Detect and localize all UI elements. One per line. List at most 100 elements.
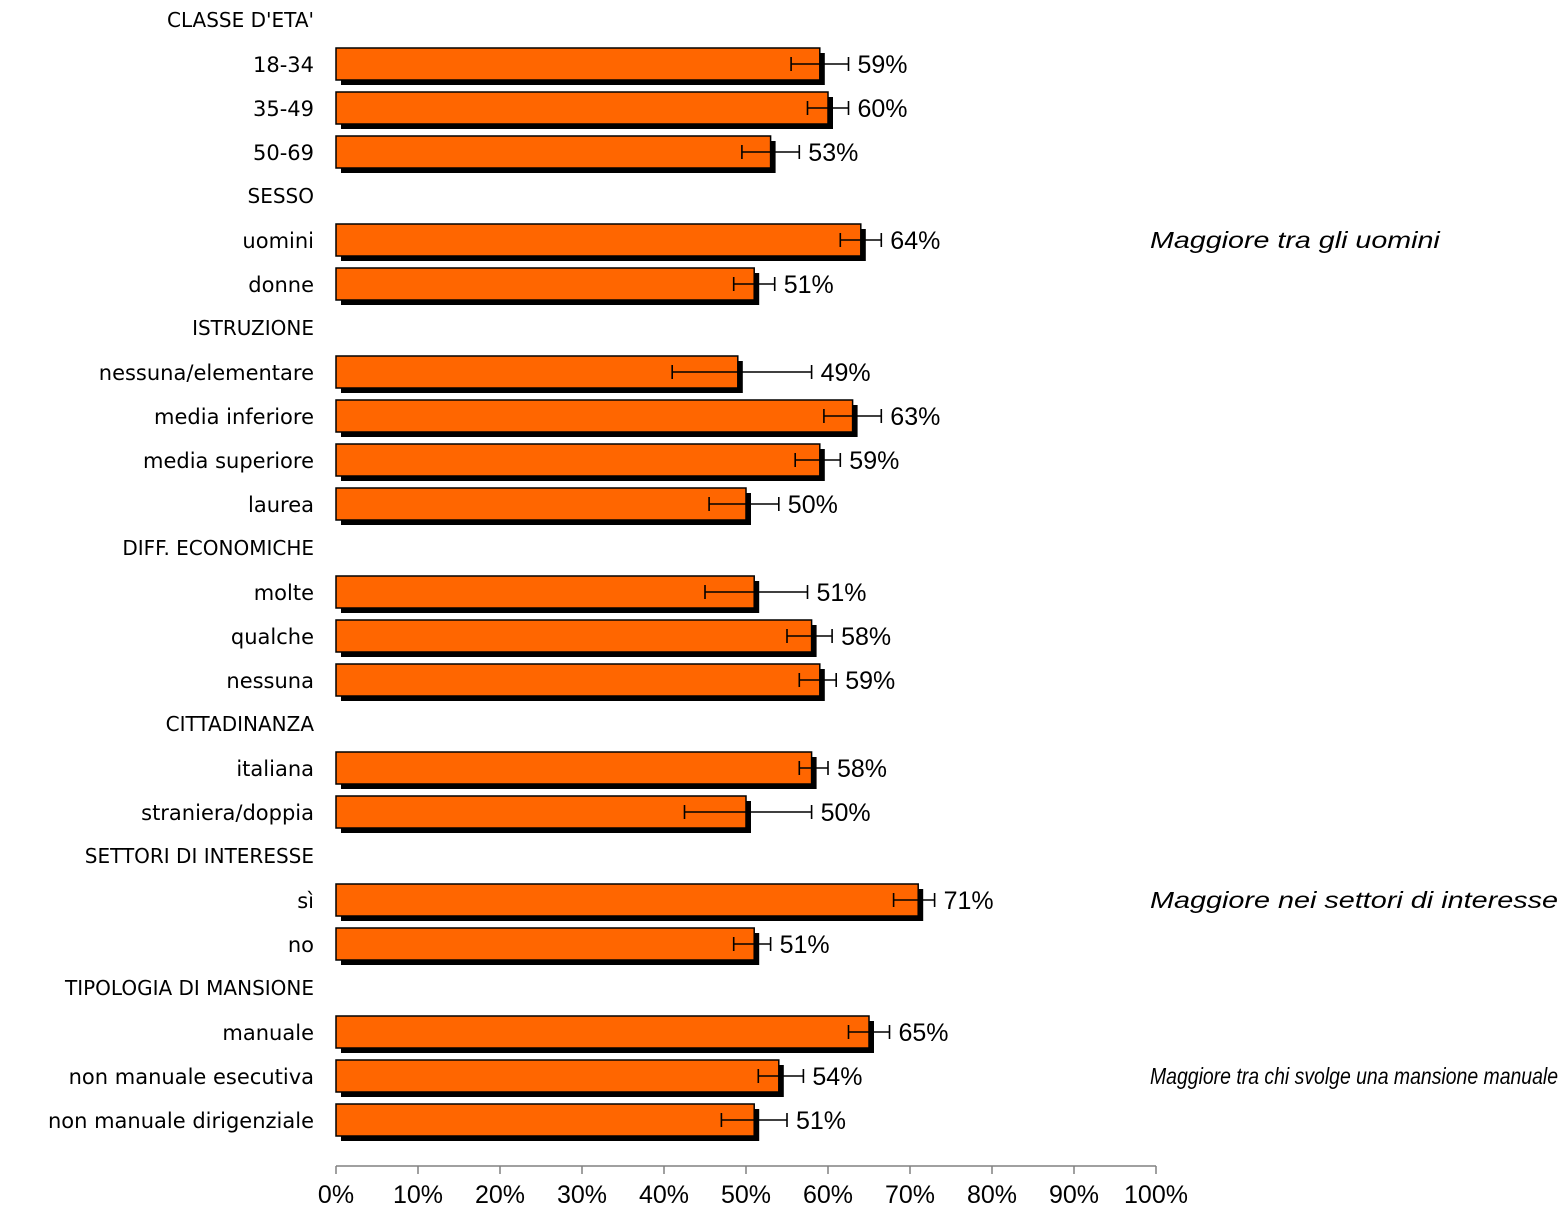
annotations: Maggiore tra gli uomini Maggiore nei sett… <box>1150 227 1558 1089</box>
bar <box>335 223 862 257</box>
value-label: 60% <box>858 95 908 123</box>
bar-row: nessuna/elementare 49% <box>99 355 871 393</box>
x-tick-label: 30% <box>557 1181 607 1209</box>
value-label: 49% <box>821 359 871 387</box>
annotation-text: Maggiore tra gli uomini <box>1150 227 1441 253</box>
value-label: 50% <box>788 491 838 519</box>
category-label: 50-69 <box>253 141 314 165</box>
group-label: DIFF. ECONOMICHE <box>122 536 314 560</box>
bar-row: 50-69 53% <box>253 135 858 173</box>
value-label: 64% <box>890 227 940 255</box>
category-label: sì <box>297 889 314 913</box>
category-label: nessuna/elementare <box>99 361 314 385</box>
bar <box>335 795 747 829</box>
bar <box>335 267 755 301</box>
bar-row: manuale 65% <box>222 1015 949 1053</box>
bar-row: no 51% <box>288 927 830 965</box>
value-label: 54% <box>812 1063 862 1091</box>
x-axis: 0% 10% 20% 30% 40% 50% 60% 70% 80% 90% 100% <box>318 1165 1188 1209</box>
bar-row: sì 71% <box>297 883 994 921</box>
value-label: 71% <box>944 887 994 915</box>
x-tick-label: 90% <box>1049 1181 1099 1209</box>
x-tick-label: 100% <box>1124 1181 1188 1209</box>
category-label: uomini <box>242 229 314 253</box>
value-label: 51% <box>784 271 834 299</box>
value-label: 58% <box>837 755 887 783</box>
bar <box>335 487 747 521</box>
group-label: SESSO <box>248 184 314 208</box>
value-label: 59% <box>858 51 908 79</box>
category-label: qualche <box>231 625 314 649</box>
bar <box>335 619 813 653</box>
category-label: manuale <box>222 1021 314 1045</box>
bar-row: uomini 64% <box>242 223 940 261</box>
chart-rows: CLASSE D'ETA' 18-34 59% 35-49 60% 50-69 53% SES… <box>48 8 994 1141</box>
value-label: 65% <box>899 1019 949 1047</box>
bar <box>335 751 813 785</box>
category-label: straniera/doppia <box>141 801 314 825</box>
bar-row: nessuna 59% <box>226 663 895 701</box>
bar-row: non manuale dirigenziale 51% <box>48 1103 846 1141</box>
value-label: 59% <box>849 447 899 475</box>
category-label: nessuna <box>226 669 314 693</box>
category-label: donne <box>248 273 314 297</box>
x-tick-label: 10% <box>393 1181 443 1209</box>
bar-row: media inferiore 63% <box>154 399 940 437</box>
category-label: media inferiore <box>154 405 314 429</box>
category-label: laurea <box>248 493 314 517</box>
bar <box>335 663 821 697</box>
x-tick-label: 20% <box>475 1181 525 1209</box>
bar-row: donne 51% <box>248 267 834 305</box>
annotation-text: Maggiore nei settori di interesse <box>1150 887 1558 913</box>
value-label: 51% <box>817 579 867 607</box>
bar <box>335 443 821 477</box>
bar <box>335 1059 780 1093</box>
bar <box>335 91 829 125</box>
value-label: 50% <box>821 799 871 827</box>
value-label: 59% <box>845 667 895 695</box>
value-label: 63% <box>890 403 940 431</box>
x-tick-label: 50% <box>721 1181 771 1209</box>
x-tick-label: 0% <box>318 1181 354 1209</box>
bar <box>335 883 919 917</box>
x-tick-label: 60% <box>803 1181 853 1209</box>
group-label: CITTADINANZA <box>166 712 315 736</box>
category-label: 35-49 <box>253 97 314 121</box>
category-label: media superiore <box>143 449 314 473</box>
group-label: CLASSE D'ETA' <box>167 8 314 32</box>
bar-row: laurea 50% <box>248 487 838 525</box>
x-tick-label: 70% <box>885 1181 935 1209</box>
category-label: italiana <box>236 757 314 781</box>
category-label: no <box>288 933 314 957</box>
bar-row: 18-34 59% <box>253 47 908 85</box>
group-label: SETTORI DI INTERESSE <box>85 844 314 868</box>
value-label: 51% <box>780 931 830 959</box>
bar <box>335 1015 870 1049</box>
bar <box>335 1103 755 1137</box>
bar <box>335 399 854 433</box>
bar-row: 35-49 60% <box>253 91 908 129</box>
bar-row: molte 51% <box>254 575 867 613</box>
bar-row: italiana 58% <box>236 751 887 789</box>
x-tick-label: 80% <box>967 1181 1017 1209</box>
bar <box>335 47 821 81</box>
bar <box>335 927 755 961</box>
bar-row: non manuale esecutiva 54% <box>69 1059 862 1097</box>
group-label: TIPOLOGIA DI MANSIONE <box>64 976 314 1000</box>
value-label: 51% <box>796 1107 846 1135</box>
bar-row: qualche 58% <box>231 619 891 657</box>
bar-row: straniera/doppia 50% <box>141 795 871 833</box>
category-label: non manuale dirigenziale <box>48 1109 314 1133</box>
group-label: ISTRUZIONE <box>192 316 314 340</box>
bar <box>335 355 739 389</box>
value-label: 53% <box>808 139 858 167</box>
bar <box>335 575 755 609</box>
x-tick-label: 40% <box>639 1181 689 1209</box>
value-label: 58% <box>841 623 891 651</box>
bar-row: media superiore 59% <box>143 443 899 481</box>
category-label: 18-34 <box>253 53 314 77</box>
bar <box>335 135 772 169</box>
annotation-text: Maggiore tra chi svolge una mansione man… <box>1150 1063 1558 1089</box>
category-label: molte <box>254 581 314 605</box>
